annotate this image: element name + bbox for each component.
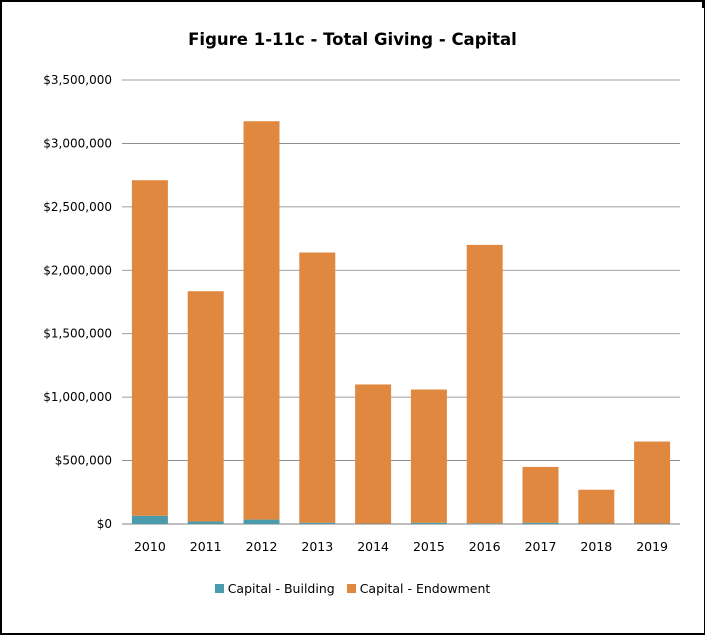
bar-endowment-2019 [634,441,671,524]
x-tick-label: 2010 [134,539,166,554]
bar-endowment-2016 [466,244,503,524]
x-tick-label: 2018 [580,539,612,554]
bar-building-2016 [466,523,503,524]
bar-endowment-2015 [410,389,447,523]
chart-legend: Capital - Building Capital - Endowment [0,581,705,596]
legend-label: Capital - Building [227,581,335,596]
bar-endowment-2017 [522,466,559,523]
x-tick-label: 2013 [301,539,333,554]
bar-endowment-2010 [131,180,168,516]
x-tick-label: 2014 [357,539,389,554]
corner-mark [702,0,705,8]
y-tick-label: $2,000,000 [43,263,112,277]
bar-endowment-2018 [578,489,615,524]
x-tick-label: 2016 [469,539,501,554]
bar-building-2013 [299,522,336,524]
y-tick-label: $0 [97,517,112,531]
x-tick-label: 2019 [636,539,668,554]
x-tick-label: 2011 [190,539,222,554]
legend-label: Capital - Endowment [359,581,491,596]
y-tick-label: $1,500,000 [43,327,112,341]
y-tick-label: $2,500,000 [43,200,112,214]
bar-building-2015 [410,522,447,524]
bar-building-2012 [243,519,280,524]
legend-swatch [346,584,356,593]
y-tick-label: $3,000,000 [43,136,112,150]
x-tick-label: 2015 [413,539,445,554]
bar-building-2017 [522,522,559,524]
bar-endowment-2014 [355,384,392,524]
y-tick-label: $1,000,000 [43,390,112,404]
legend-swatch [214,584,224,593]
y-tick-label: $3,500,000 [43,73,112,87]
x-tick-label: 2017 [525,539,557,554]
legend-item: Capital - Endowment [346,581,491,596]
bar-endowment-2012 [243,121,280,520]
bar-building-2011 [187,521,224,524]
bar-building-2010 [131,515,168,524]
x-tick-label: 2012 [246,539,278,554]
y-tick-label: $500,000 [55,454,112,468]
legend-item: Capital - Building [214,581,335,596]
bar-endowment-2013 [299,252,336,523]
bar-endowment-2011 [187,291,224,522]
chart-title: Figure 1-11c - Total Giving - Capital [188,30,517,49]
